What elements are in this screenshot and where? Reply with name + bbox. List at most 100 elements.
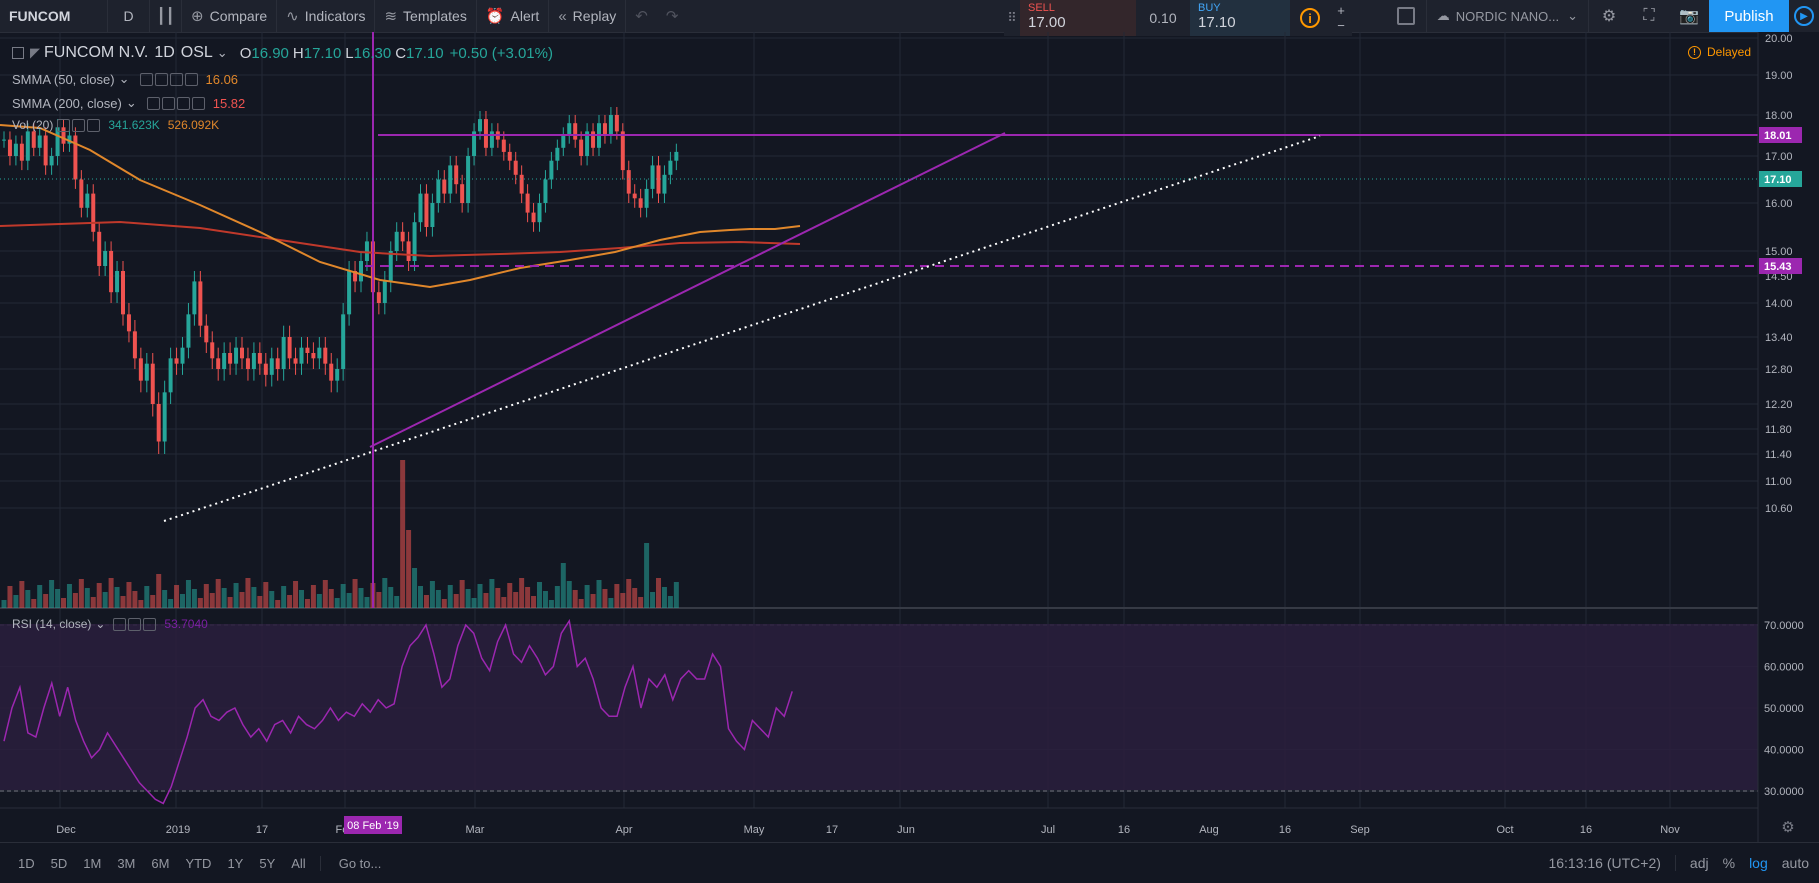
volume-bar	[281, 586, 287, 608]
provider-select[interactable]: ☁ NORDIC NANO... ⌄	[1425, 0, 1589, 32]
candle	[121, 271, 125, 315]
volume-bar	[251, 587, 257, 608]
time-tick: Dec	[56, 824, 76, 836]
sell-button[interactable]: SELL 17.00	[1020, 0, 1136, 36]
templates-button[interactable]: ≋ Templates	[375, 0, 477, 32]
candle	[73, 135, 78, 180]
indicator-buttons[interactable]	[146, 96, 205, 110]
chevron-down-icon[interactable]: ⌄	[118, 71, 130, 86]
clock-label[interactable]: 16:13:16 (UTC+2)	[1548, 855, 1676, 871]
symbol-title[interactable]: FUNCOM N.V.	[44, 44, 149, 61]
fullscreen-button[interactable]: ⛶	[1629, 0, 1669, 32]
volume-bar	[269, 591, 275, 608]
rsi-background-band	[0, 624, 1758, 790]
chart-style-button[interactable]: ┃┃	[150, 0, 182, 32]
undo-button[interactable]: ↶	[626, 0, 657, 32]
candle	[156, 404, 161, 442]
range-button-5d[interactable]: 5D	[50, 855, 68, 871]
candle	[353, 271, 358, 282]
volume-bar	[168, 599, 174, 608]
rsi-name[interactable]: RSI (14, close)	[12, 617, 92, 631]
info-icon[interactable]: i	[1300, 8, 1320, 28]
volume-bar	[215, 579, 221, 608]
snapshot-button[interactable]: 📷	[1669, 0, 1709, 32]
drawings	[0, 32, 1758, 608]
candle	[662, 174, 667, 194]
smma50-name[interactable]: SMMA (50, close)	[12, 71, 115, 87]
chevron-down-icon[interactable]: ⌄	[125, 95, 137, 110]
play-button[interactable]: ▶	[1789, 0, 1819, 32]
sell-price: 17.00	[1028, 14, 1066, 31]
candle	[472, 131, 477, 156]
symbol-search-button[interactable]: FUNCOM	[0, 0, 108, 32]
candle	[644, 188, 649, 208]
volume-name[interactable]: Vol (20)	[12, 118, 54, 132]
candle	[418, 193, 423, 223]
range-button-1y[interactable]: 1Y	[227, 855, 244, 871]
time-tick: Sep	[1350, 824, 1370, 836]
percent-toggle[interactable]: %	[1722, 855, 1736, 871]
volume-bar	[477, 584, 483, 608]
volume-bar	[185, 580, 191, 608]
candle	[531, 212, 536, 223]
redo-button[interactable]: ↷	[657, 0, 688, 32]
indicators-button[interactable]: ∿ Indicators	[277, 0, 376, 32]
rsi-tick: 40.0000	[1764, 745, 1804, 757]
indicator-buttons[interactable]	[113, 617, 157, 631]
volume-bar	[37, 585, 43, 608]
buy-button[interactable]: BUY 17.10	[1190, 0, 1290, 36]
range-button-all[interactable]: All	[291, 855, 306, 871]
fullscreen-layout-button[interactable]	[1386, 0, 1426, 32]
price-chart[interactable]: 20.0019.0018.0017.0016.0015.0014.5014.00…	[0, 32, 1819, 842]
settings-button[interactable]: ⚙	[1589, 0, 1629, 32]
range-button-5y[interactable]: 5Y	[259, 855, 276, 871]
chevron-down-icon[interactable]: ⌄	[216, 45, 228, 60]
candle	[513, 160, 518, 175]
increase-button[interactable]: +	[1337, 3, 1345, 18]
candle	[43, 135, 48, 166]
interval-button[interactable]: D	[108, 0, 150, 32]
volume-bar	[554, 586, 560, 608]
candle	[251, 353, 256, 369]
volume-bar	[423, 595, 429, 608]
candle	[85, 193, 90, 208]
range-button-1m[interactable]: 1M	[83, 855, 102, 871]
range-button-ytd[interactable]: YTD	[185, 855, 212, 871]
goto-button[interactable]: Go to...	[319, 855, 390, 871]
volume-bar	[519, 578, 525, 608]
candle	[329, 363, 334, 381]
compare-button[interactable]: ⊕ Compare	[182, 0, 278, 32]
delayed-badge[interactable]: ! Delayed	[1688, 45, 1751, 59]
drag-handle-icon[interactable]: ⠿	[1007, 10, 1017, 25]
volume-value: 341.623K	[108, 118, 160, 132]
auto-toggle[interactable]: auto	[1781, 855, 1809, 871]
replay-button[interactable]: « Replay	[549, 0, 627, 32]
smma200-legend: SMMA (200, close) ⌄ 15.82	[12, 95, 245, 111]
volume-bar	[346, 593, 352, 608]
decrease-button[interactable]: −	[1337, 18, 1345, 33]
indicator-buttons[interactable]	[139, 72, 198, 86]
candle	[489, 131, 494, 148]
range-button-3m[interactable]: 3M	[117, 855, 136, 871]
volume-bar	[180, 594, 185, 608]
range-button-1d[interactable]: 1D	[18, 855, 35, 871]
smma50-line	[0, 124, 801, 289]
candle	[174, 358, 179, 364]
ohlc-open: 16.90	[251, 44, 289, 62]
publish-button[interactable]: Publish	[1709, 0, 1789, 32]
smma200-name[interactable]: SMMA (200, close)	[12, 95, 122, 111]
collapse-icon[interactable]	[12, 47, 24, 59]
candle	[25, 131, 30, 161]
alert-label: Alert	[510, 8, 540, 24]
adj-toggle[interactable]: adj	[1689, 855, 1709, 871]
indicator-buttons[interactable]	[57, 118, 101, 132]
candle	[424, 193, 429, 227]
alert-button[interactable]: ⏰ Alert	[477, 0, 550, 32]
volume-bar	[84, 588, 90, 608]
chevron-down-icon[interactable]: ⌄	[95, 617, 106, 631]
candle	[567, 123, 572, 136]
range-button-6m[interactable]: 6M	[151, 855, 170, 871]
candle	[448, 165, 453, 194]
candle	[412, 222, 417, 261]
log-toggle[interactable]: log	[1749, 855, 1768, 871]
